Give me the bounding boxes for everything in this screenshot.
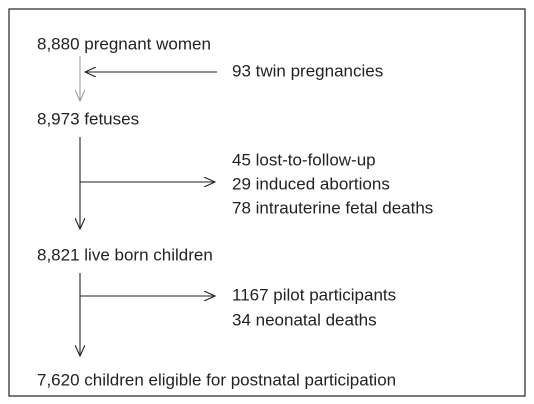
note: 1167 pilot participants [232, 285, 396, 304]
node-label: 8,973 fetuses [37, 109, 139, 128]
note: 34 neonatal deaths [232, 310, 377, 329]
node-label: 7,620 children eligible for postnatal pa… [37, 370, 396, 389]
note: 93 twin pregnancies [232, 61, 383, 80]
note: 78 intrauterine fetal deaths [232, 198, 433, 217]
node-label: 8,821 live born children [37, 245, 213, 264]
node-label: 8,880 pregnant women [37, 34, 211, 53]
note: 45 lost-to-follow-up [232, 150, 376, 169]
note: 29 induced abortions [232, 174, 390, 193]
